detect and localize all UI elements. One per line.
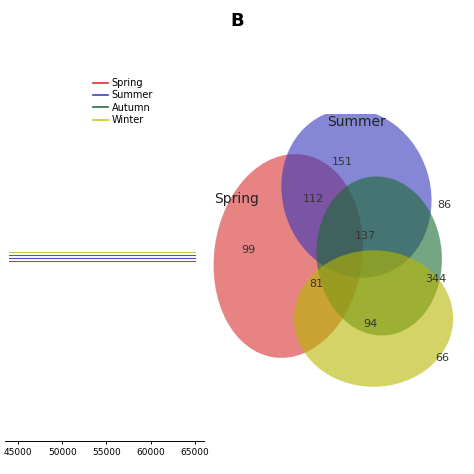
Text: 137: 137 [355,231,375,241]
Ellipse shape [317,176,442,336]
Text: 66: 66 [435,353,449,364]
Text: 344: 344 [426,273,447,284]
Ellipse shape [282,109,431,278]
Text: 112: 112 [303,194,324,204]
Text: B: B [230,12,244,30]
Text: 94: 94 [364,319,378,329]
Text: 99: 99 [241,245,255,255]
Text: 81: 81 [310,279,324,290]
Ellipse shape [294,250,453,387]
Text: Spring: Spring [215,192,259,206]
Text: 151: 151 [332,157,353,167]
Text: 86: 86 [438,200,452,210]
Legend: Spring, Summer, Autumn, Winter: Spring, Summer, Autumn, Winter [89,74,157,129]
Ellipse shape [214,154,363,358]
Text: Summer: Summer [327,115,386,129]
